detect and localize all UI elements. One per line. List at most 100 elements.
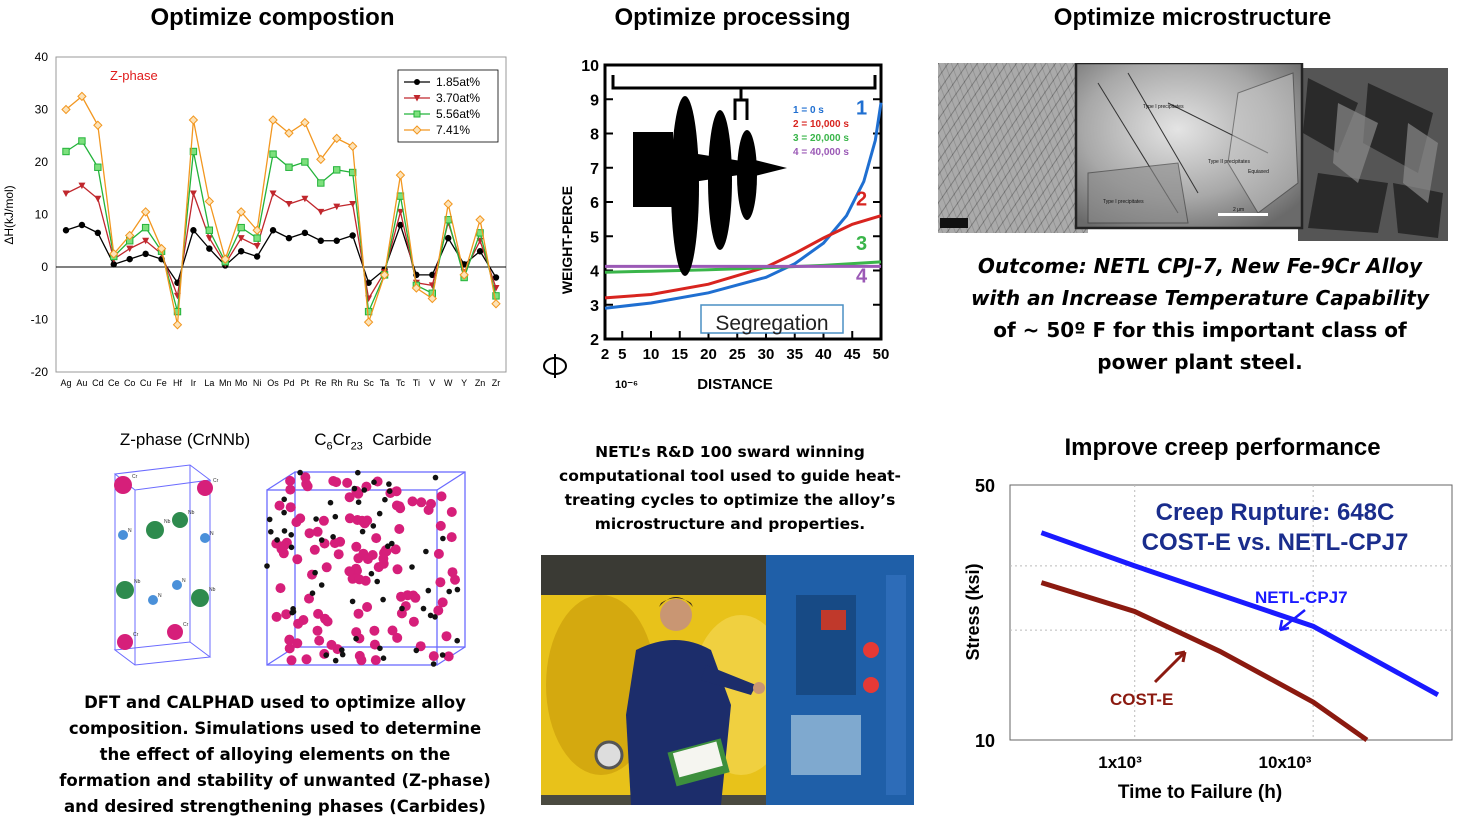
lab-photo (541, 555, 914, 805)
atom-c (380, 596, 386, 603)
atom-label: N (210, 531, 214, 537)
chart1-point (252, 225, 262, 235)
atom-label: Cr (133, 632, 139, 638)
atom-label: Cr (132, 474, 138, 480)
arrow-coste (1153, 650, 1187, 684)
chart1-point (206, 245, 213, 252)
chart1-xtick-label: Mo (235, 378, 248, 388)
chart1-ytick-label: 40 (35, 50, 49, 64)
carbide-crystal (264, 469, 466, 667)
chart1-xtick-label: Ag (60, 378, 71, 388)
chart1-point (301, 158, 309, 166)
chart2-xtick-label: 45 (844, 346, 861, 363)
chart1-point (285, 163, 293, 171)
atom-cr (433, 605, 444, 616)
chart1-xtick-label: Ce (108, 378, 120, 388)
atom-c (349, 598, 356, 605)
atom-cr (370, 655, 381, 666)
chart1-point (365, 279, 372, 286)
atom-c (297, 469, 303, 476)
atom-cr (312, 625, 323, 636)
chart2-series-label: 1 (856, 98, 867, 120)
chart1-point (476, 248, 484, 255)
chart2-legend-2: 2 = 10,000 s (793, 119, 849, 130)
atom-cr (301, 654, 312, 665)
carbide-title-cr-sub: 23 (350, 440, 363, 453)
chart1-point (253, 234, 261, 242)
chart1-series-line (65, 140, 497, 315)
atom-cr (275, 583, 286, 594)
carbide-title: C6Cr23 Carbide (288, 430, 458, 452)
micrograph-label-a: Type I precipitates (1143, 104, 1184, 110)
atom-cr (344, 513, 355, 524)
chart1-point (395, 170, 406, 180)
chart2-xtick-label: 40 (815, 346, 832, 363)
atom-label: N (182, 578, 186, 584)
chart1-point (284, 128, 294, 138)
atom-cr (344, 566, 355, 577)
atom-c (318, 582, 325, 588)
chart1-point (156, 243, 167, 254)
atom-c (380, 655, 387, 661)
chart1-point (141, 223, 150, 232)
chart2-xtick-label: 50 (873, 346, 890, 363)
atom-label: Nb (134, 579, 141, 585)
chart3-label-netl: NETL-CPJ7 (1255, 588, 1348, 607)
chart1-point (236, 207, 246, 217)
chart1-point (237, 235, 245, 242)
chart1-xtick-label: Ti (413, 378, 420, 388)
chart1-point (190, 227, 197, 234)
chart1-point (142, 250, 149, 258)
micrograph-label-c: Equiaxed (1248, 169, 1269, 175)
chart1-legend-label: 7.41% (436, 123, 470, 137)
atom-cr (295, 513, 306, 524)
outcome-line-1: Outcome: NETL CPJ-7, New Fe-9Cr Alloy (977, 254, 1423, 278)
chart1-ytick-label: 10 (35, 208, 49, 222)
atom-c (281, 496, 287, 503)
atom-c (323, 652, 329, 658)
chart1-point (285, 234, 293, 242)
outcome-line-4: power plant steel. (1097, 350, 1303, 374)
chart1-series-line (65, 95, 497, 325)
chart1-xtick-label: Ir (191, 378, 197, 388)
atom-cr (292, 554, 303, 565)
chart2-ytick-label: 5 (590, 229, 599, 246)
atom-n (172, 580, 182, 590)
atom-cr (369, 625, 380, 636)
chart1-xtick-label: Cd (92, 378, 104, 388)
chart1-point (189, 190, 197, 197)
atom-n (118, 530, 128, 540)
atom-cr (281, 609, 292, 620)
atom-n (148, 595, 158, 605)
chart1-point (348, 168, 357, 177)
chart1-plot-area (55, 56, 507, 373)
chart1-ytick-label: -10 (31, 313, 49, 327)
chart1-legend: 1.85at% 3.70at% 5.56at% 7.41% (397, 69, 499, 143)
atom-cr (320, 613, 330, 624)
chart1-point (317, 179, 325, 187)
segregation-label: Segregation (715, 312, 828, 335)
atom-c (439, 652, 446, 658)
chart1-point (333, 203, 341, 211)
atom-cr (359, 518, 370, 529)
creep-chart: 50 10 1x10³ 10x10³ Time to Failure (h) S… (963, 476, 1453, 803)
atom-cr (408, 616, 419, 627)
atom-cr (167, 624, 183, 640)
chart1-point (189, 147, 198, 156)
atom-c (309, 590, 316, 596)
chart2-series-label: 3 (856, 233, 867, 255)
atom-c (420, 605, 427, 612)
chart2-ytick-label: 8 (590, 127, 599, 144)
chart2-xtick-label: 2 (601, 346, 609, 363)
chart1-point (491, 299, 501, 309)
chart2-series-line (604, 214, 882, 300)
chart1-point (142, 237, 150, 245)
chart2-xtick-label: 30 (758, 346, 775, 363)
atom-nb (116, 581, 134, 599)
atom-cr (354, 574, 365, 585)
chart1-xtick-label: La (204, 378, 214, 388)
chart1-legend-label: 3.70at% (436, 91, 480, 105)
chart1-point (411, 283, 422, 293)
chart1-point (237, 248, 245, 255)
micrograph-scale-text: 2 μm (1233, 207, 1244, 213)
